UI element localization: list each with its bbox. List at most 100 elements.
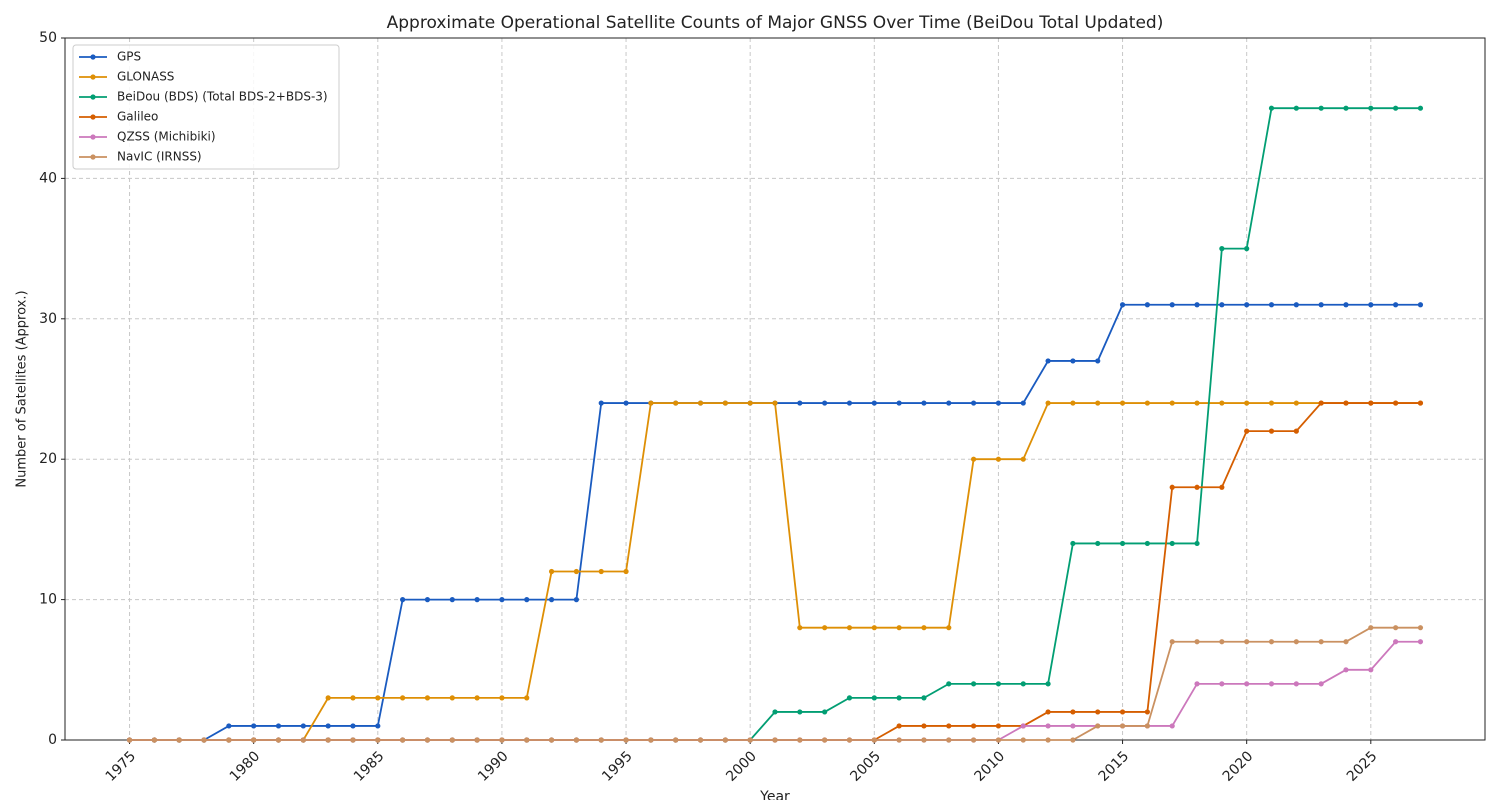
point (623, 568, 629, 575)
point (1194, 302, 1200, 308)
point (1144, 540, 1150, 547)
point (1318, 302, 1324, 308)
point (822, 737, 828, 743)
legend-marker (90, 134, 96, 140)
point (1045, 709, 1051, 715)
point (151, 737, 157, 743)
point (896, 723, 902, 729)
point (1268, 400, 1275, 406)
point (971, 400, 977, 406)
x-tick-label: 1985 (351, 748, 388, 785)
point (499, 597, 505, 603)
point (1095, 400, 1101, 406)
legend-marker (90, 54, 96, 60)
point (1417, 400, 1424, 406)
point (896, 737, 902, 743)
point (1268, 681, 1275, 687)
point (1194, 540, 1200, 547)
point (846, 737, 853, 743)
point (400, 737, 406, 743)
point (871, 625, 877, 631)
point (1144, 400, 1150, 406)
point (921, 723, 927, 729)
point (673, 400, 679, 406)
chart-title: Approximate Operational Satellite Counts… (387, 13, 1164, 33)
point (1169, 484, 1175, 490)
point (1219, 246, 1225, 252)
point (1244, 246, 1250, 252)
point (1045, 723, 1051, 729)
point (424, 737, 431, 743)
point (1368, 625, 1374, 631)
point (474, 695, 480, 701)
point (573, 737, 579, 743)
point (1020, 400, 1026, 406)
point (1070, 709, 1076, 715)
point (1293, 400, 1299, 406)
x-tick-label: 2010 (972, 748, 1009, 785)
point (1070, 358, 1076, 364)
point (1020, 456, 1026, 462)
point (400, 695, 406, 701)
point (1119, 709, 1126, 715)
point (1070, 737, 1076, 743)
point (375, 737, 381, 743)
point (300, 737, 306, 743)
y-tick-label: 30 (39, 311, 57, 327)
point (548, 597, 555, 603)
point (1020, 681, 1026, 687)
point (1095, 709, 1101, 715)
legend-label: Galileo (117, 110, 158, 124)
point (871, 695, 877, 701)
point (1293, 681, 1299, 687)
point (1194, 484, 1200, 490)
point (871, 400, 877, 406)
point (1393, 400, 1399, 406)
point (896, 625, 902, 631)
point (251, 737, 257, 743)
point (995, 400, 1002, 406)
point (1095, 723, 1101, 729)
point (598, 400, 604, 406)
point (1393, 639, 1399, 645)
point (449, 695, 455, 701)
point (1393, 302, 1399, 308)
y-tick-label: 50 (39, 30, 57, 46)
point (946, 625, 952, 631)
point (1417, 639, 1424, 645)
point (1169, 723, 1175, 729)
point (921, 737, 927, 743)
point (1293, 302, 1299, 308)
point (1244, 302, 1250, 308)
point (995, 723, 1002, 729)
point (1045, 737, 1051, 743)
point (1144, 723, 1150, 729)
point (1293, 105, 1299, 111)
y-tick-label: 40 (39, 170, 57, 186)
point (797, 737, 803, 743)
point (697, 400, 704, 406)
legend-box (72, 44, 340, 170)
point (846, 625, 853, 631)
point (1368, 667, 1374, 673)
point (449, 597, 455, 603)
point (846, 695, 853, 701)
point (1045, 358, 1051, 364)
point (1318, 105, 1324, 111)
point (275, 723, 282, 729)
x-tick-label: 2015 (1096, 748, 1133, 785)
point (846, 400, 853, 406)
point (1144, 709, 1150, 715)
point (822, 400, 828, 406)
point (1219, 681, 1225, 687)
point (573, 597, 579, 603)
legend-label: BeiDou (BDS) (Total BDS-2+BDS-3) (117, 90, 328, 104)
point (1194, 681, 1200, 687)
point (1343, 400, 1349, 406)
point (1368, 400, 1374, 406)
point (1119, 400, 1126, 406)
series-line (129, 303, 1421, 741)
point (226, 737, 232, 743)
